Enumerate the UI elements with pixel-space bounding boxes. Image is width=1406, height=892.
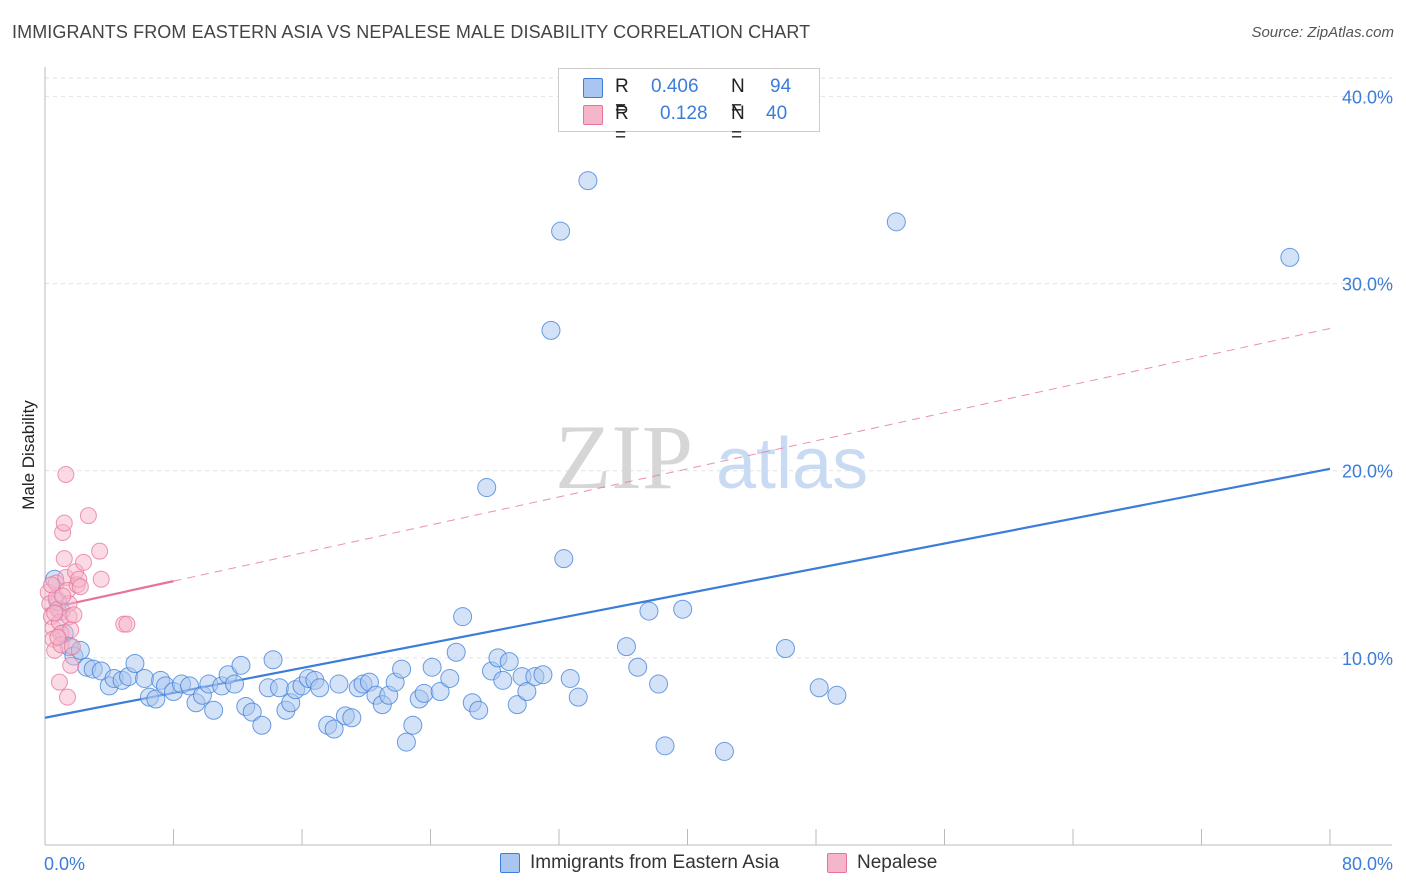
legend-r-value: 0.406 — [651, 76, 699, 97]
point-eastern-asia — [827, 685, 847, 705]
point-eastern-asia — [775, 639, 795, 658]
x-tick-label: 0.0% — [44, 854, 85, 874]
point-eastern-asia — [242, 702, 262, 722]
point-eastern-asia — [517, 682, 537, 702]
point-eastern-asia — [655, 736, 675, 756]
point-eastern-asia — [673, 599, 693, 619]
legend-swatch-blue — [500, 853, 520, 873]
point-eastern-asia — [541, 320, 561, 340]
watermark-zip: ZIP — [555, 406, 693, 508]
point-nepalese — [42, 576, 60, 594]
gridlines — [45, 77, 1392, 659]
point-eastern-asia — [628, 657, 648, 677]
point-eastern-asia — [310, 678, 330, 698]
point-nepalese — [92, 570, 110, 588]
point-eastern-asia — [263, 650, 283, 670]
point-eastern-asia — [270, 678, 290, 698]
point-eastern-asia — [616, 637, 636, 657]
point-nepalese — [55, 550, 73, 568]
y-tick-label: 20.0% — [1342, 462, 1393, 482]
point-eastern-asia — [135, 668, 155, 688]
point-nepalese — [49, 628, 67, 646]
y-tick-label: 30.0% — [1342, 275, 1393, 295]
point-nepalese — [58, 688, 76, 706]
point-nepalese — [62, 656, 80, 674]
point-nepalese — [75, 553, 93, 571]
legend-r-label: R = — [615, 76, 629, 119]
point-eastern-asia — [533, 665, 553, 685]
point-nepalese — [55, 514, 73, 532]
point-eastern-asia — [499, 652, 519, 672]
point-nepalese — [79, 507, 97, 525]
point-eastern-asia — [568, 687, 588, 707]
point-eastern-asia — [324, 719, 344, 739]
point-eastern-asia — [396, 732, 416, 752]
legend-n-value: 94 — [770, 76, 792, 97]
point-eastern-asia — [493, 670, 513, 690]
point-eastern-asia — [342, 708, 362, 728]
point-nepalese — [91, 542, 109, 560]
legend-n-label: N = — [731, 76, 745, 119]
legend-r-label: R = — [615, 103, 629, 146]
point-eastern-asia — [469, 700, 489, 720]
legend-swatch-pink — [827, 853, 847, 873]
point-eastern-asia — [886, 212, 906, 232]
point-eastern-asia — [578, 171, 598, 191]
point-nepalese — [54, 587, 72, 605]
point-eastern-asia — [440, 668, 460, 688]
point-eastern-asia — [146, 689, 166, 709]
point-eastern-asia — [551, 221, 571, 241]
point-eastern-asia — [554, 549, 574, 569]
legend-label: Immigrants from Eastern Asia — [530, 852, 780, 873]
point-eastern-asia — [329, 674, 349, 694]
point-eastern-asia — [809, 678, 829, 698]
point-nepalese — [65, 606, 83, 624]
data-points — [39, 171, 1300, 761]
point-eastern-asia — [714, 741, 734, 761]
legend-r-value: 0.128 — [660, 103, 708, 124]
point-eastern-asia — [507, 695, 527, 715]
legend-n-label: N = — [731, 103, 745, 146]
legend-swatch-pink — [583, 105, 603, 125]
point-nepalese — [118, 615, 136, 633]
legend-n-value: 40 — [766, 103, 788, 124]
point-nepalese — [46, 604, 64, 622]
point-eastern-asia — [477, 478, 497, 498]
axes — [44, 67, 1392, 846]
point-nepalese — [71, 578, 89, 596]
x-tick-label: 80.0% — [1342, 854, 1393, 874]
point-eastern-asia — [639, 601, 659, 621]
trend-line-eastern-asia — [44, 467, 1331, 719]
point-eastern-asia — [225, 674, 245, 694]
point-nepalese — [50, 673, 68, 691]
point-eastern-asia — [453, 607, 473, 627]
point-eastern-asia — [649, 674, 669, 694]
point-eastern-asia — [180, 676, 200, 696]
trend-extension-nepalese — [173, 327, 1331, 582]
point-eastern-asia — [430, 682, 450, 702]
chart-title: IMMIGRANTS FROM EASTERN ASIA VS NEPALESE… — [12, 22, 811, 42]
legend-label: Nepalese — [857, 852, 938, 873]
point-eastern-asia — [252, 715, 272, 735]
point-eastern-asia — [204, 700, 224, 720]
point-nepalese — [63, 638, 81, 656]
point-eastern-asia — [414, 683, 434, 703]
stats-legend: R = 0.406 N = 94 R = 0.128 N = 40 — [558, 68, 820, 146]
watermark-atlas: atlas — [716, 424, 868, 504]
legend-swatch-blue — [583, 78, 603, 98]
source-label: Source: ZipAtlas.com — [1251, 24, 1394, 41]
point-eastern-asia — [403, 715, 423, 735]
point-eastern-asia — [446, 642, 466, 662]
point-eastern-asia — [1280, 247, 1300, 267]
point-nepalese — [57, 465, 75, 483]
point-eastern-asia — [125, 653, 145, 673]
point-eastern-asia — [422, 657, 442, 677]
y-tick-label: 10.0% — [1342, 649, 1393, 669]
point-eastern-asia — [560, 668, 580, 688]
tick-labels: 10.0% 20.0% 30.0% 40.0% 0.0% 80.0% — [44, 87, 1393, 874]
point-eastern-asia — [231, 655, 251, 675]
point-eastern-asia — [392, 659, 412, 679]
y-tick-label: 40.0% — [1342, 87, 1393, 107]
